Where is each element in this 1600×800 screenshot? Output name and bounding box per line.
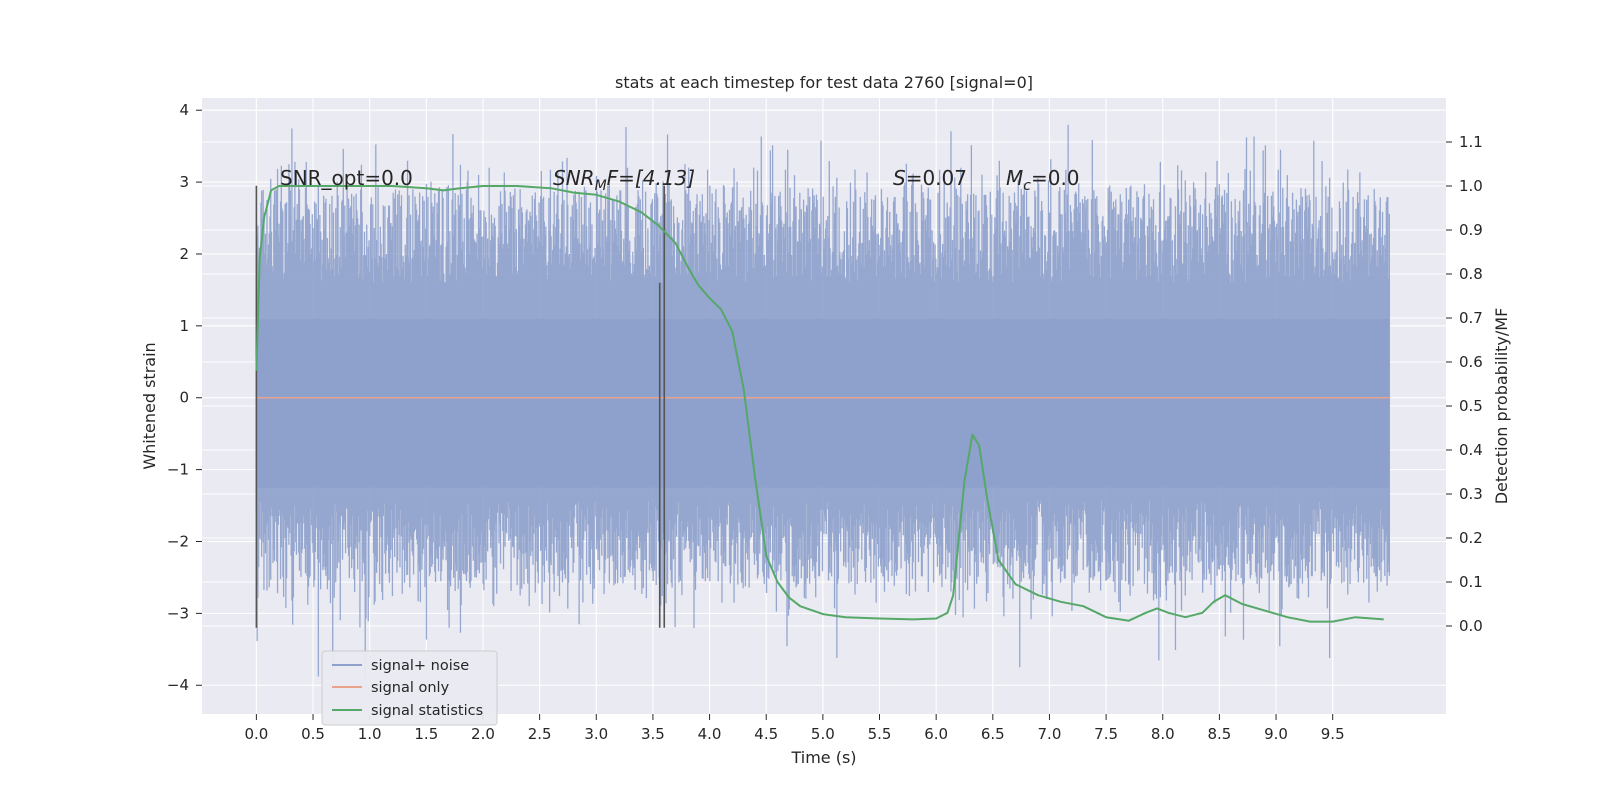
- x-tick-label-10: 5.0: [811, 725, 835, 743]
- annotation-mc-main: M: [1006, 166, 1023, 190]
- x-tick-label-8: 4.0: [698, 725, 722, 743]
- chart-title: stats at each timestep for test data 276…: [615, 73, 1033, 92]
- x-tick-label-2: 1.0: [358, 725, 382, 743]
- y-left-tick-label-2: −2: [167, 532, 189, 550]
- y-right-tick-label-0: 0.0: [1459, 617, 1483, 635]
- x-tick-label-17: 8.5: [1207, 725, 1231, 743]
- y-left-tick-label-1: −3: [167, 604, 189, 622]
- y-left-tick-label-3: −1: [167, 461, 189, 479]
- y-right-tick-label-9: 0.9: [1459, 221, 1483, 239]
- y-right-tick-label-4: 0.4: [1459, 441, 1483, 459]
- y-left-tick-label-7: 3: [179, 173, 189, 191]
- legend-box: [321, 650, 498, 726]
- y-right-tick-label-6: 0.6: [1459, 353, 1483, 371]
- annotation-mc-tail: =0.0: [1031, 166, 1080, 190]
- annotation-s-tail: =0.07: [906, 166, 967, 190]
- y-left-tick-label-0: −4: [167, 676, 189, 694]
- y-right-tick-label-11: 1.1: [1459, 133, 1483, 151]
- legend: signal+ noise signal only signal statist…: [321, 650, 498, 726]
- y-right-tick-label-7: 0.7: [1459, 309, 1483, 327]
- signal-statistics-line: [255, 185, 1384, 623]
- x-tick-label-12: 6.0: [924, 725, 948, 743]
- x-tick-label-5: 2.5: [528, 725, 552, 743]
- annotation-mc-sub: c: [1023, 178, 1031, 194]
- y-left-axis-label: Whitened strain: [140, 342, 159, 469]
- x-tick-label-11: 5.5: [868, 725, 892, 743]
- x-tick-label-4: 2.0: [471, 725, 495, 743]
- annotation-snr-mf-sub: M: [595, 178, 607, 194]
- x-tick-label-6: 3.0: [584, 725, 608, 743]
- x-axis-label: Time (s): [790, 748, 856, 767]
- legend-label-signal-noise: signal+ noise: [371, 658, 469, 674]
- x-tick-label-18: 9.0: [1264, 725, 1288, 743]
- annotation-snr-mf: SNRMF=[4.13]: [553, 166, 695, 194]
- x-tick-label-14: 7.0: [1038, 725, 1062, 743]
- x-tick-label-1: 0.5: [301, 725, 325, 743]
- annotation-s: S=0.07: [893, 166, 967, 190]
- y-left-tick-label-5: 1: [179, 317, 189, 335]
- y-right-axis-ticks: 0.0 0.1 0.2 0.3 0.4 0.5 0.6 0.7 0.8 0.9 1.0 1.1: [1446, 133, 1483, 635]
- y-right-tick-label-2: 0.2: [1459, 529, 1483, 547]
- signal-statistics-series: [255, 185, 1384, 623]
- x-tick-label-16: 8.0: [1151, 725, 1175, 743]
- y-left-tick-label-6: 2: [179, 245, 189, 263]
- y-left-axis-ticks: −4 −3 −2 −1 0 1 2 3 4: [167, 101, 202, 694]
- x-tick-label-0: 0.0: [244, 725, 268, 743]
- legend-label-signal-only: signal only: [371, 680, 450, 696]
- y-right-tick-label-3: 0.3: [1459, 485, 1483, 503]
- annotation-s-main: S: [893, 166, 906, 190]
- signal-noise-core-band: [256, 318, 1390, 488]
- x-tick-label-19: 9.5: [1321, 725, 1345, 743]
- x-tick-label-7: 3.5: [641, 725, 665, 743]
- y-left-tick-label-4: 0: [179, 389, 189, 407]
- annotation-snr-mf-main: SNR: [553, 166, 595, 190]
- x-tick-label-3: 1.5: [414, 725, 438, 743]
- y-right-tick-label-5: 0.5: [1459, 397, 1483, 415]
- x-tick-label-15: 7.5: [1094, 725, 1118, 743]
- x-axis-ticks: 0.0 0.5 1.0 1.5 2.0 2.5 3.0 3.5 4.0 4.5 5.0 5.5 6.0 6…: [244, 714, 1345, 743]
- y-right-tick-label-8: 0.8: [1459, 265, 1483, 283]
- y-right-axis-label: Detection probability/MF: [1492, 308, 1511, 505]
- x-tick-label-9: 4.5: [754, 725, 778, 743]
- y-right-tick-label-1: 0.1: [1459, 573, 1483, 591]
- annotation-snr-opt: SNR_opt=0.0: [280, 166, 413, 190]
- annotation-mc: Mc=0.0: [1006, 166, 1080, 194]
- signal-plus-noise-series: [255, 124, 1390, 680]
- x-tick-label-13: 6.5: [981, 725, 1005, 743]
- y-right-tick-label-10: 1.0: [1459, 177, 1483, 195]
- legend-label-signal-statistics: signal statistics: [371, 703, 483, 719]
- y-left-tick-label-8: 4: [179, 101, 189, 119]
- annotation-snr-mf-tail: F=[4.13]: [607, 166, 695, 190]
- vertical-markers: [255, 185, 666, 628]
